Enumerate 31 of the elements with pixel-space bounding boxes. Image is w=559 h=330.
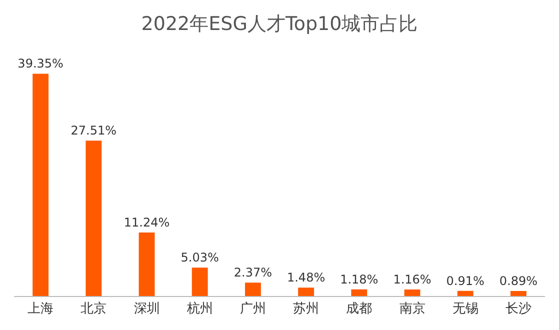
x-tick-label: 深圳 [134, 302, 160, 317]
x-tick-label: 长沙 [505, 302, 532, 317]
x-tick-label: 广州 [240, 302, 266, 317]
data-label: 1.48% [286, 270, 326, 285]
bar [138, 232, 155, 296]
bar [298, 288, 314, 296]
bar [404, 289, 420, 296]
data-label: 2.37% [234, 266, 272, 280]
bar [32, 74, 49, 296]
x-tick-label: 苏州 [293, 302, 320, 317]
bar [351, 289, 368, 296]
data-label: 0.89% [499, 274, 538, 288]
data-label: 0.91% [446, 274, 484, 288]
bar [192, 268, 208, 296]
x-tick-label: 无锡 [452, 302, 478, 317]
bar [244, 282, 261, 296]
x-tick-label: 南京 [399, 302, 426, 317]
x-tick-label: 成都 [346, 302, 372, 317]
bar [457, 290, 474, 296]
data-label: 11.24% [124, 216, 170, 230]
bar [510, 290, 526, 296]
data-label: 27.51% [70, 124, 117, 138]
chart-title: 2022年ESG人才Top10城市占比 [141, 12, 418, 35]
x-tick-label: 北京 [80, 302, 107, 317]
data-label: 5.03% [180, 250, 219, 265]
x-tick-label: 杭州 [186, 302, 213, 317]
data-label: 1.18% [340, 272, 378, 286]
bar [86, 140, 102, 296]
data-label: 39.35% [18, 56, 64, 71]
x-tick-label: 上海 [28, 302, 54, 317]
data-label: 1.16% [393, 272, 432, 286]
